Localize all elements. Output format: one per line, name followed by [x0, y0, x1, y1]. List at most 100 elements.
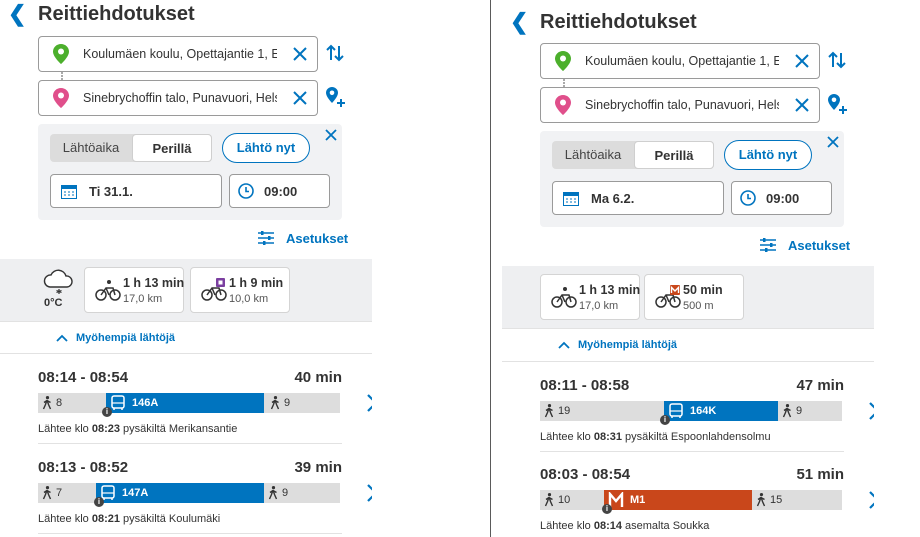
- itinerary-times: 08:03 - 08:54: [540, 466, 631, 483]
- itinerary-card[interactable]: 08:03 - 08:54 51 min 10 M1 15 i Lähtee k…: [540, 466, 874, 537]
- settings-link[interactable]: Asetukset: [760, 236, 860, 256]
- settings-label: Asetukset: [286, 231, 349, 246]
- later-departures-link[interactable]: Myöhempiä lähtöjä: [56, 330, 196, 348]
- metro-line: M1: [630, 494, 646, 506]
- walk-minutes: 9: [282, 487, 289, 499]
- swap-icon[interactable]: [826, 49, 848, 71]
- later-departures-link[interactable]: Myöhempiä lähtöjä: [558, 337, 698, 355]
- close-icon[interactable]: [324, 128, 338, 142]
- settings-link[interactable]: Asetukset: [258, 229, 358, 249]
- add-via-point-icon[interactable]: [826, 93, 848, 115]
- itinerary-duration: 40 min: [294, 369, 342, 386]
- itinerary-card[interactable]: 08:13 - 08:52 39 min 7 147A 9 i Lähtee k…: [38, 459, 372, 537]
- walk-minutes: 10: [558, 494, 571, 506]
- destination-text: Sinebrychoffin talo, Punavuori, Helsi: [83, 91, 277, 105]
- walk-icon: [756, 493, 766, 507]
- time-picker[interactable]: 09:00: [229, 174, 330, 208]
- mode-summary: 1 h 13 min 17,0 km 50 min 500 m: [502, 266, 874, 328]
- origin-text: Koulumäen koulu, Opettajantie 1, Es: [585, 54, 779, 68]
- divider-line: [502, 328, 874, 329]
- origin-field[interactable]: Koulumäen koulu, Opettajantie 1, Es: [540, 43, 820, 79]
- chevron-right-icon[interactable]: [366, 483, 372, 503]
- bus-line: 146A: [132, 397, 159, 409]
- bike-parking-option[interactable]: 1 h 9 min 10,0 km: [190, 267, 290, 313]
- clock-icon: [740, 190, 756, 206]
- add-via-point-icon[interactable]: [324, 86, 346, 108]
- time-settings-box: Lähtöaika Perillä Lähtö nyt Ti 31.1. 09:…: [38, 124, 342, 220]
- back-icon[interactable]: ❮: [510, 9, 529, 34]
- panel-divider: [490, 0, 491, 537]
- mode-distance: 17,0 km: [579, 300, 619, 312]
- chevron-right-icon[interactable]: [366, 393, 372, 413]
- mode-duration: 1 h 9 min: [229, 276, 284, 290]
- bicycle-icon: [551, 287, 577, 308]
- mode-duration: 50 min: [683, 283, 723, 297]
- bus-icon: [111, 395, 125, 410]
- right-panel: ❮ Reittiehdotukset Koulumäen koulu, Opet…: [502, 0, 874, 537]
- swap-icon[interactable]: [324, 42, 346, 64]
- departure-info: Lähtee klo 08:21 pysäkiltä Koulumäki: [38, 513, 221, 525]
- walk-minutes: 7: [56, 487, 63, 499]
- destination-field[interactable]: Sinebrychoffin talo, Punavuori, Helsi: [38, 80, 318, 116]
- walk-minutes: 9: [284, 397, 291, 409]
- itinerary-legs-bar: 7 147A 9 i: [38, 483, 340, 507]
- depart-now-button[interactable]: Lähtö nyt: [724, 140, 812, 170]
- bus-leg: 147A: [96, 483, 264, 503]
- date-picker[interactable]: Ti 31.1.: [50, 174, 222, 208]
- origin-field[interactable]: Koulumäen koulu, Opettajantie 1, Es: [38, 36, 318, 72]
- bus-leg: 164K: [664, 401, 778, 421]
- itinerary-legs-bar: 19 164K 9 i: [540, 401, 842, 425]
- mode-distance: 17,0 km: [123, 293, 163, 305]
- temperature: 0°C: [44, 297, 63, 309]
- close-icon[interactable]: [826, 135, 840, 149]
- itinerary-times: 08:14 - 08:54: [38, 369, 129, 386]
- chevron-right-icon[interactable]: [868, 490, 874, 510]
- walk-icon: [782, 404, 792, 418]
- page-title: Reittiehdotukset: [38, 3, 195, 25]
- time-picker[interactable]: 09:00: [731, 181, 832, 215]
- departure-info: Lähtee klo 08:23 pysäkiltä Merikansantie: [38, 423, 238, 435]
- clear-destination-icon[interactable]: [793, 96, 811, 114]
- clear-destination-icon[interactable]: [291, 89, 309, 107]
- itinerary-card[interactable]: 08:14 - 08:54 40 min 8 146A 9 i Lähtee k…: [38, 369, 372, 451]
- back-icon[interactable]: ❮: [8, 1, 27, 26]
- walk-icon: [544, 404, 554, 418]
- clear-origin-icon[interactable]: [793, 52, 811, 70]
- departure-info: Lähtee klo 08:31 pysäkiltä Espoonlahdens…: [540, 431, 771, 443]
- itinerary-duration: 39 min: [294, 459, 342, 476]
- bike-option[interactable]: 1 h 13 min 17,0 km: [84, 267, 184, 313]
- divider-line: [0, 353, 372, 354]
- clock-icon: [238, 183, 254, 199]
- date-picker[interactable]: Ma 6.2.: [552, 181, 724, 215]
- mode-duration: 1 h 13 min: [123, 276, 185, 290]
- mode-distance: 500 m: [683, 300, 714, 312]
- tab-departure-time[interactable]: Lähtöaika: [564, 147, 622, 162]
- walk-icon: [270, 396, 280, 410]
- left-panel: ❮ Reittiehdotukset Koulumäen koulu, Opet…: [0, 0, 372, 537]
- tab-departure-time[interactable]: Lähtöaika: [62, 140, 120, 155]
- settings-label: Asetukset: [788, 238, 851, 253]
- origin-text: Koulumäen koulu, Opettajantie 1, Es: [83, 47, 277, 61]
- itinerary-legs-bar: 8 146A 9 i: [38, 393, 340, 417]
- walk-minutes: 9: [796, 405, 803, 417]
- bike-metro-option[interactable]: 50 min 500 m: [644, 274, 744, 320]
- chevron-up-icon: [558, 341, 570, 349]
- bicycle-icon: [95, 280, 121, 301]
- clear-origin-icon[interactable]: [291, 45, 309, 63]
- destination-field[interactable]: Sinebrychoffin talo, Punavuori, Helsi: [540, 87, 820, 123]
- date-value: Ma 6.2.: [591, 191, 635, 206]
- depart-now-button[interactable]: Lähtö nyt: [222, 133, 310, 163]
- itinerary-card[interactable]: 08:11 - 08:58 47 min 19 164K 9 i Lähtee …: [540, 377, 874, 459]
- itinerary-times: 08:13 - 08:52: [38, 459, 129, 476]
- later-departures-label: Myöhempiä lähtöjä: [76, 332, 176, 344]
- origin-pin-icon: [53, 44, 69, 64]
- tab-arrival[interactable]: Perillä: [634, 141, 714, 169]
- bus-icon: [101, 485, 115, 500]
- walk-icon: [42, 486, 52, 500]
- bike-option[interactable]: 1 h 13 min 17,0 km: [540, 274, 640, 320]
- walk-minutes: 8: [56, 397, 63, 409]
- itinerary-legs-bar: 10 M1 15 i: [540, 490, 842, 514]
- chevron-right-icon[interactable]: [868, 401, 874, 421]
- mode-duration: 1 h 13 min: [579, 283, 641, 297]
- tab-arrival[interactable]: Perillä: [132, 134, 212, 162]
